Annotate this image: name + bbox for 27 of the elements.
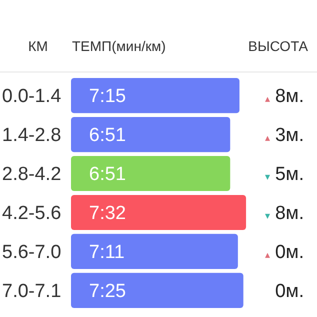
bar <box>71 234 238 270</box>
y-tick-label: 4.2-5.6 <box>2 203 62 224</box>
y-tick-label: 0.0-1.4 <box>2 86 62 108</box>
bar <box>71 116 230 152</box>
data-label: 7:11 <box>89 242 125 264</box>
bar <box>71 272 244 308</box>
text: ▴8м. <box>264 86 304 108</box>
x-axis-title: ТЕМП(мин/км) <box>72 38 166 54</box>
y-tick-label: 5.6-7.0 <box>2 242 62 264</box>
data-label: 7:15 <box>89 86 126 108</box>
y-tick-label: 7.0-7.1 <box>2 281 62 302</box>
y-axis-title: КМ <box>28 38 48 54</box>
y-tick-label: 2.8-4.2 <box>2 164 62 186</box>
data-label: 7:25 <box>89 281 126 302</box>
bar <box>71 194 246 230</box>
data-label: 7:32 <box>89 203 126 224</box>
text: ВЫСОТА <box>248 38 309 54</box>
data-label: 6:51 <box>89 125 126 146</box>
text: 0м. <box>275 281 304 302</box>
y-tick-label: 1.4-2.8 <box>2 125 62 146</box>
text: ▾8м. <box>264 203 304 224</box>
bar <box>71 78 240 114</box>
text: ▴3м. <box>264 125 304 146</box>
text: ▾5м. <box>264 164 304 186</box>
text: ▴0м. <box>264 242 304 264</box>
bar <box>71 156 230 192</box>
data-label: 6:51 <box>89 164 126 186</box>
